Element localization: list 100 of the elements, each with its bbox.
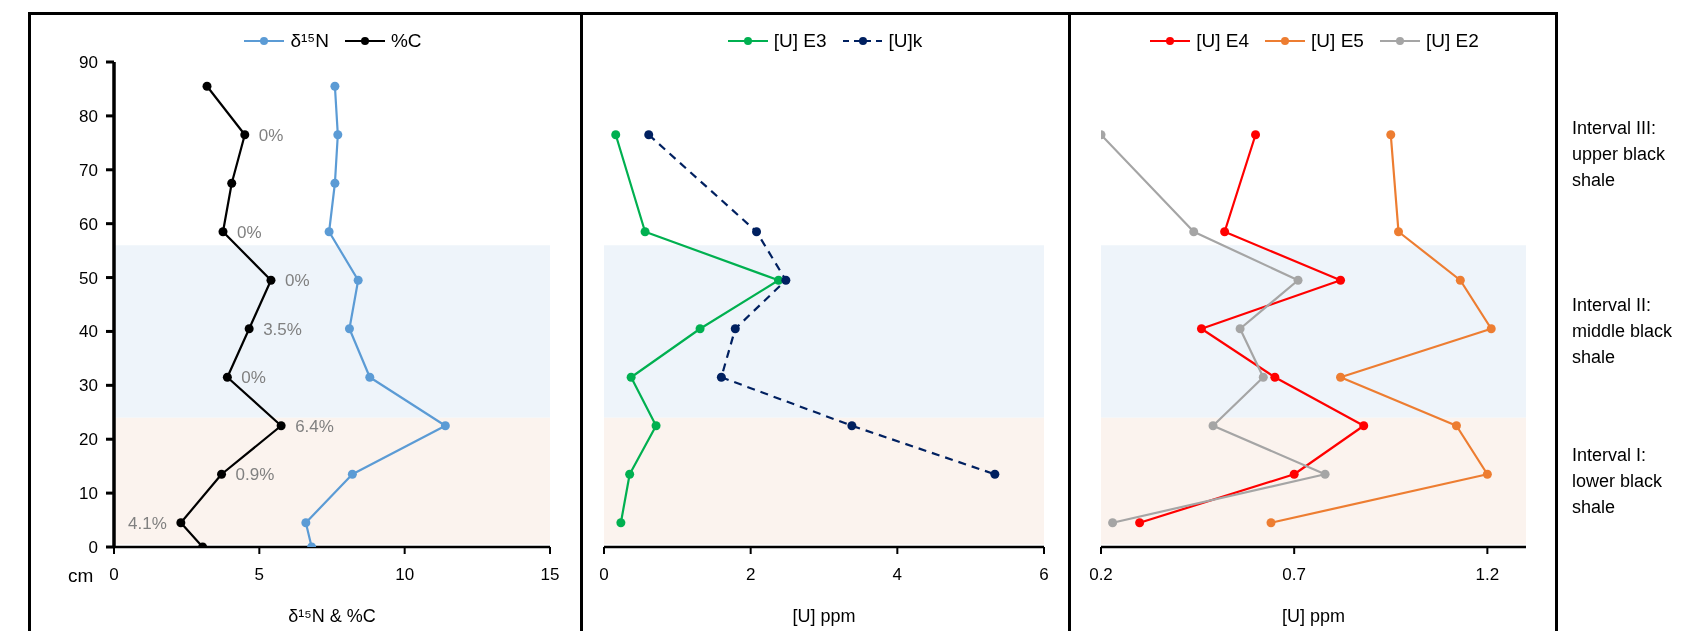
point bbox=[1320, 469, 1330, 479]
y-tick-label: 40 bbox=[79, 322, 98, 342]
y-tick-label: 50 bbox=[79, 268, 98, 288]
y-tick-label: 20 bbox=[79, 430, 98, 450]
point bbox=[266, 275, 276, 285]
point bbox=[1455, 275, 1465, 285]
point bbox=[353, 275, 363, 285]
point bbox=[1270, 372, 1280, 382]
x-axis-title: δ¹⁵N & %C bbox=[288, 606, 376, 626]
x-tick-label: 0.2 bbox=[1089, 565, 1113, 585]
point bbox=[1266, 518, 1276, 528]
annotation: 0% bbox=[284, 271, 310, 291]
x-axis-title: [U] ppm bbox=[792, 606, 856, 626]
point bbox=[752, 227, 762, 237]
point bbox=[202, 81, 212, 91]
point bbox=[1189, 227, 1199, 237]
point bbox=[344, 324, 354, 334]
point bbox=[218, 227, 228, 237]
point bbox=[716, 372, 726, 382]
point bbox=[1258, 372, 1268, 382]
y-tick-label: 0 bbox=[88, 538, 98, 558]
point bbox=[1208, 421, 1218, 431]
point bbox=[640, 227, 650, 237]
point bbox=[781, 275, 791, 285]
band-label: Interval II: middle black shale bbox=[1572, 294, 1674, 370]
point bbox=[176, 518, 186, 528]
legend-label: [U] E3 bbox=[773, 30, 827, 52]
point bbox=[644, 130, 654, 140]
point bbox=[774, 275, 784, 285]
x-tick-label: 5 bbox=[254, 565, 265, 585]
x-tick-label: 0 bbox=[109, 565, 119, 585]
point bbox=[333, 130, 343, 140]
annotation: 3.5% bbox=[263, 319, 302, 339]
point bbox=[651, 421, 661, 431]
band-label: Interval I: lower black shale bbox=[1572, 444, 1664, 519]
point bbox=[1293, 275, 1303, 285]
annotation: 0% bbox=[237, 222, 262, 242]
x-tick-label: 6 bbox=[1039, 565, 1049, 585]
x-tick-label: 1.2 bbox=[1475, 565, 1500, 585]
point bbox=[695, 324, 705, 334]
x-tick-label: 15 bbox=[540, 565, 560, 585]
point bbox=[1108, 518, 1118, 528]
y-tick-label: 30 bbox=[79, 376, 98, 396]
point bbox=[1196, 324, 1206, 334]
point bbox=[847, 421, 857, 431]
legend-label: [U] E2 bbox=[1425, 30, 1479, 52]
point bbox=[625, 469, 635, 479]
y-axis-title: cm bbox=[68, 565, 94, 587]
point bbox=[1220, 227, 1230, 237]
annotation: 0% bbox=[241, 368, 266, 388]
y-tick-label: 10 bbox=[79, 484, 98, 504]
point bbox=[730, 324, 740, 334]
legend-label: δ¹⁵N bbox=[290, 30, 329, 52]
point bbox=[1451, 421, 1461, 431]
point bbox=[217, 469, 227, 479]
legend-label: %C bbox=[390, 30, 422, 52]
point bbox=[365, 372, 375, 382]
x-tick-label: 2 bbox=[745, 565, 756, 585]
point bbox=[1359, 421, 1369, 431]
point bbox=[330, 178, 340, 188]
x-tick-label: 10 bbox=[395, 565, 415, 585]
x-tick-label: 0 bbox=[599, 565, 609, 585]
point bbox=[227, 178, 237, 188]
point bbox=[244, 324, 254, 334]
point bbox=[616, 518, 626, 528]
y-tick-label: 80 bbox=[79, 106, 98, 126]
point bbox=[1289, 469, 1299, 479]
y-tick-label: 70 bbox=[79, 160, 98, 180]
point bbox=[440, 421, 450, 431]
y-tick-label: 90 bbox=[79, 53, 98, 73]
legend-label: [U]k bbox=[888, 30, 923, 52]
point bbox=[1235, 324, 1245, 334]
point bbox=[347, 469, 357, 479]
point bbox=[1394, 227, 1403, 237]
x-tick-label: 0.7 bbox=[1282, 565, 1306, 585]
point bbox=[1336, 372, 1346, 382]
point bbox=[990, 469, 1000, 479]
point bbox=[1386, 130, 1396, 140]
point bbox=[1251, 130, 1261, 140]
point bbox=[611, 130, 621, 140]
point bbox=[1486, 324, 1496, 334]
annotation: 0% bbox=[258, 125, 284, 145]
x-axis-title: [U] ppm bbox=[1281, 606, 1346, 626]
point bbox=[626, 372, 636, 382]
point bbox=[301, 518, 311, 528]
annotation: 4.1% bbox=[128, 513, 167, 533]
x-tick-label: 4 bbox=[892, 565, 903, 585]
point bbox=[330, 81, 340, 91]
point bbox=[240, 130, 250, 140]
point bbox=[1336, 275, 1346, 285]
point bbox=[276, 421, 286, 431]
y-tick-label: 60 bbox=[79, 214, 98, 234]
point bbox=[1135, 518, 1145, 528]
point bbox=[324, 227, 334, 237]
annotation: 0.9% bbox=[235, 465, 275, 485]
point bbox=[1482, 469, 1492, 479]
legend-label: [U] E4 bbox=[1196, 30, 1250, 52]
annotation: 6.4% bbox=[295, 416, 334, 436]
text: Interval III: upper black shale bbox=[1572, 116, 1667, 192]
point bbox=[222, 372, 232, 382]
